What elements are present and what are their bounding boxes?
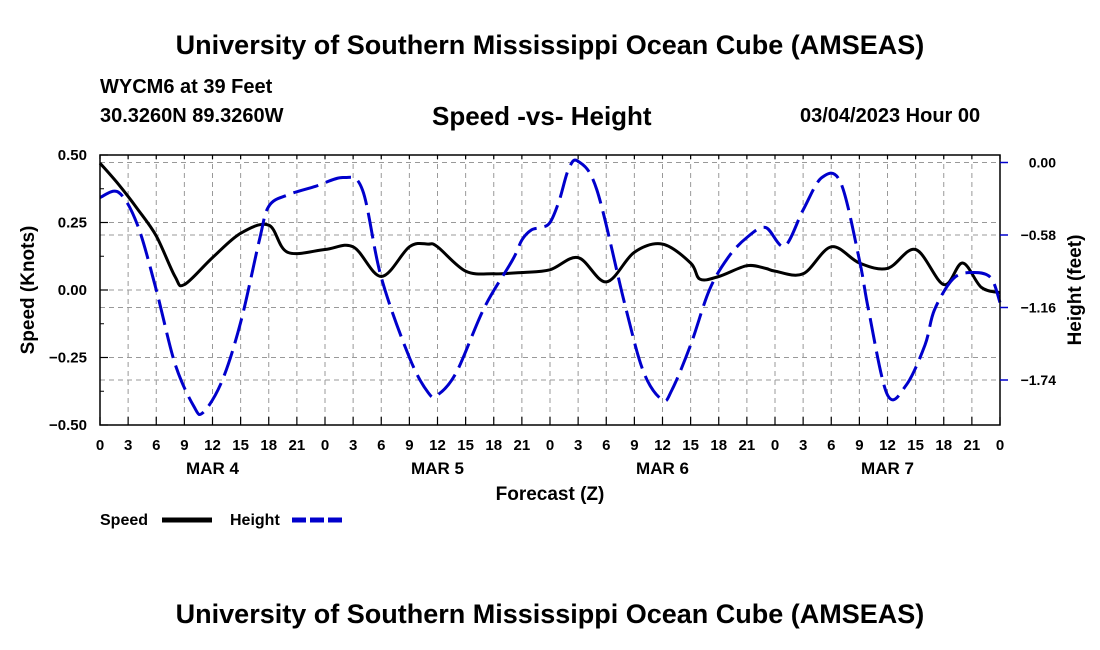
- x-tick-label: 0: [96, 437, 104, 454]
- y-right-tick-label: −0.58: [1021, 227, 1057, 243]
- x-tick-label: 3: [349, 437, 357, 454]
- x-tick-label: 15: [232, 437, 249, 454]
- chart-title: Speed -vs- Height: [432, 101, 652, 131]
- y-axis-left-label: Speed (Knots): [18, 226, 39, 355]
- x-tick-label: 0: [546, 437, 554, 454]
- x-tick-label: 3: [799, 437, 807, 454]
- x-tick-label: 12: [879, 437, 896, 454]
- x-tick-label: 3: [574, 437, 582, 454]
- y-left-tick-label: −0.25: [49, 350, 87, 367]
- y-right-tick-label: −1.16: [1021, 300, 1057, 316]
- axis-layer: 0 3 6 9 12 15 18 21 0 3 6 9 12 15 18 21 0 3 6 9 12 15 18 21 0 3 6 9…: [49, 147, 1056, 478]
- x-tick-label: 21: [739, 437, 756, 454]
- coordinates-label: 30.3260N 89.3260W: [100, 105, 284, 127]
- series-layer: [98, 158, 1002, 417]
- legend-label-speed: Speed: [100, 512, 148, 529]
- x-tick-label: 12: [204, 437, 221, 454]
- x-tick-label: 15: [457, 437, 474, 454]
- x-tick-label: 9: [855, 437, 863, 454]
- x-tick-label: 9: [405, 437, 413, 454]
- y-axis-right-label: Height (feet): [1065, 235, 1086, 346]
- x-tick-label: 6: [152, 437, 160, 454]
- x-tick-label: 18: [710, 437, 727, 454]
- x-tick-label: 21: [289, 437, 306, 454]
- x-tick-label: 0: [996, 437, 1004, 454]
- grid-layer: [100, 155, 1000, 425]
- x-tick-label: 9: [180, 437, 188, 454]
- x-tick-label: 15: [907, 437, 924, 454]
- x-tick-label: 18: [935, 437, 952, 454]
- x-tick-label: 15: [682, 437, 699, 454]
- x-tick-label: 12: [654, 437, 671, 454]
- y-left-tick-label: 0.50: [58, 147, 87, 164]
- series-line-speed: [98, 162, 1001, 295]
- y-right-tick-label: 0.00: [1029, 155, 1056, 171]
- x-tick-label: 0: [771, 437, 779, 454]
- x-tick-label: 21: [964, 437, 981, 454]
- legend-label-height: Height: [230, 512, 280, 529]
- x-axis-label: Forecast (Z): [496, 484, 605, 505]
- x-date-label: MAR 7: [861, 459, 914, 478]
- x-date-label: MAR 5: [411, 459, 464, 478]
- x-date-label: MAR 4: [186, 459, 239, 478]
- x-tick-label: 6: [377, 437, 385, 454]
- series-line-height: [99, 158, 1002, 417]
- y-right-tick-label: −1.74: [1021, 372, 1057, 388]
- x-date-label: MAR 6: [636, 459, 689, 478]
- y-left-tick-label: −0.50: [49, 417, 87, 434]
- x-tick-label: 21: [514, 437, 531, 454]
- x-tick-label: 0: [321, 437, 329, 454]
- y-left-tick-label: 0.25: [58, 215, 87, 232]
- x-tick-label: 6: [602, 437, 610, 454]
- footer-title: University of Southern Mississippi Ocean…: [175, 599, 925, 629]
- x-tick-label: 9: [630, 437, 638, 454]
- forecast-datetime: 03/04/2023 Hour 00: [800, 105, 981, 127]
- x-tick-label: 6: [827, 437, 835, 454]
- x-tick-label: 18: [485, 437, 502, 454]
- x-tick-label: 3: [124, 437, 132, 454]
- x-tick-label: 12: [429, 437, 446, 454]
- x-tick-label: 18: [260, 437, 277, 454]
- y-left-tick-label: 0.00: [58, 282, 87, 299]
- legend: Speed Height: [100, 512, 342, 529]
- main-title: University of Southern Mississippi Ocean…: [175, 30, 925, 60]
- station-label: WYCM6 at 39 Feet: [100, 76, 273, 98]
